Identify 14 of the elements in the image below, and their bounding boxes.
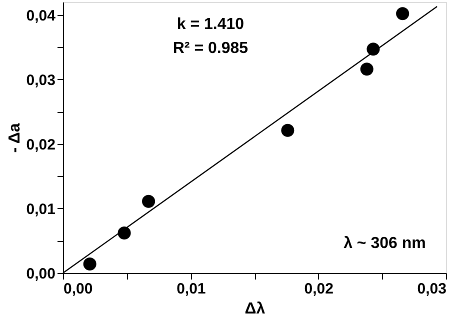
x-tick-label: 0,01 bbox=[176, 280, 206, 298]
annotation: R² = 0.985 bbox=[172, 40, 248, 57]
x-axis-title: Δλ bbox=[244, 300, 266, 318]
annotation: λ ~ 306 nm bbox=[344, 235, 426, 252]
y-tick-label: 0,00 bbox=[26, 266, 56, 282]
y-tick-label: 0,01 bbox=[26, 200, 56, 218]
x-tick-label: 0,02 bbox=[304, 280, 334, 298]
y-tick-label: 0,03 bbox=[26, 72, 56, 89]
y-tick-label: 0,02 bbox=[26, 136, 56, 154]
x-tick-label: 0,03 bbox=[417, 280, 446, 298]
annotation: k = 1.410 bbox=[176, 16, 244, 33]
y-axis-title: - Δa bbox=[6, 123, 24, 153]
y-tick-label: 0,04 bbox=[26, 7, 56, 24]
x-tick-label: 0,00 bbox=[64, 280, 93, 298]
